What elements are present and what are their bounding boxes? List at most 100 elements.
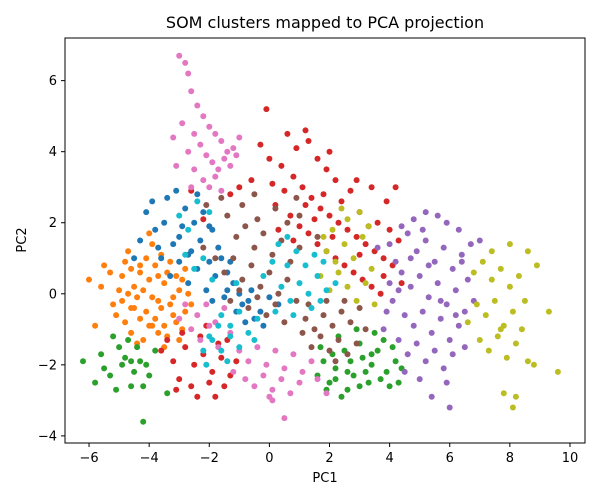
data-point [242, 223, 249, 230]
data-point [332, 365, 339, 372]
data-point [176, 337, 183, 343]
data-point [98, 351, 105, 358]
data-point [263, 361, 270, 368]
data-point [161, 280, 168, 287]
data-point [122, 258, 129, 265]
data-point [179, 120, 186, 127]
data-point [269, 258, 276, 265]
data-point [218, 312, 225, 319]
data-point [206, 184, 213, 191]
data-point [533, 262, 540, 269]
data-point [401, 312, 408, 319]
data-point [377, 376, 384, 383]
data-point [299, 329, 306, 336]
data-point [323, 248, 330, 255]
data-point [197, 141, 204, 148]
data-point [131, 255, 138, 262]
data-point [167, 258, 174, 265]
data-point [215, 322, 222, 329]
data-point [344, 386, 351, 393]
data-point [185, 280, 192, 287]
data-point [137, 269, 144, 276]
data-point [308, 305, 315, 311]
data-point [131, 368, 138, 375]
data-point [368, 283, 375, 290]
data-point [116, 287, 123, 294]
data-point [515, 273, 522, 279]
data-point [143, 308, 150, 315]
y-tick-label: 4 [49, 145, 57, 160]
data-point [305, 230, 312, 237]
data-point [128, 383, 135, 390]
data-point [374, 244, 381, 251]
data-point [299, 184, 306, 191]
data-point [389, 297, 396, 304]
data-point [353, 177, 360, 184]
data-point [458, 258, 465, 265]
data-point [275, 226, 282, 233]
data-point [494, 333, 501, 340]
data-point [368, 265, 375, 272]
data-point [323, 390, 330, 397]
plot-frame [64, 37, 586, 444]
data-point [257, 308, 264, 315]
data-point [284, 262, 291, 269]
data-point [383, 198, 390, 205]
data-point [101, 365, 108, 372]
data-point [194, 198, 201, 205]
data-point [404, 351, 411, 358]
data-point [476, 337, 483, 343]
data-point [167, 301, 174, 308]
data-point [296, 223, 303, 230]
data-point [125, 290, 132, 297]
data-point [206, 123, 213, 130]
data-point [137, 262, 144, 269]
data-point [503, 354, 510, 361]
data-point [506, 241, 513, 248]
data-point [329, 322, 336, 329]
data-point [323, 166, 330, 173]
data-point [155, 244, 162, 251]
data-point [155, 329, 162, 336]
data-point [167, 273, 174, 279]
data-point [203, 287, 210, 294]
data-point [461, 344, 468, 351]
data-point [176, 52, 183, 59]
data-point [431, 347, 438, 354]
data-point [407, 283, 414, 290]
data-point [422, 209, 429, 216]
data-point [242, 319, 249, 326]
data-point [278, 376, 285, 383]
data-point [506, 283, 513, 290]
data-point [305, 290, 312, 297]
data-point [431, 258, 438, 265]
data-point [368, 361, 375, 368]
data-point [239, 276, 246, 283]
data-point [188, 184, 195, 191]
data-point [347, 319, 354, 326]
data-point [182, 344, 189, 351]
data-point [80, 358, 86, 365]
y-tick-label: 0 [49, 287, 57, 302]
data-point [209, 159, 216, 166]
data-point [236, 344, 243, 351]
data-point [437, 315, 444, 322]
data-point [248, 177, 255, 184]
data-point [107, 372, 114, 379]
data-point [182, 301, 189, 308]
data-point [233, 152, 240, 159]
data-point [290, 237, 297, 244]
data-point [497, 265, 504, 272]
data-point [218, 138, 225, 144]
data-point [290, 351, 297, 358]
data-point [122, 319, 129, 326]
data-point [326, 379, 333, 386]
data-point [389, 344, 396, 351]
data-point [233, 280, 240, 287]
data-point [191, 219, 198, 226]
data-point [293, 194, 300, 201]
data-point [212, 130, 219, 137]
data-point [164, 337, 171, 343]
data-point [413, 248, 420, 255]
